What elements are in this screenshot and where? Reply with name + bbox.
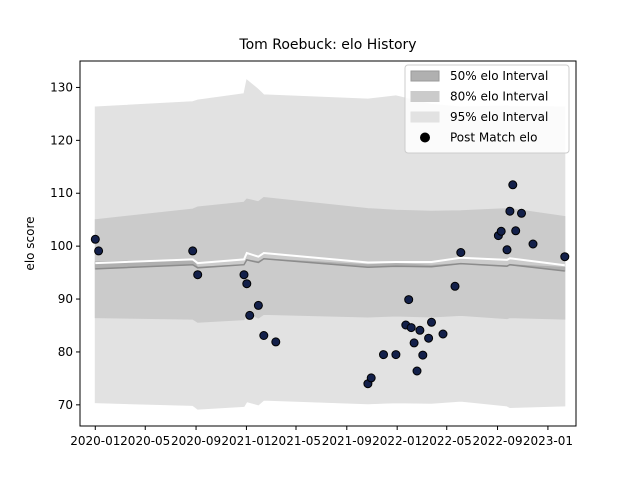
interval-lines [95, 251, 565, 272]
band-lower-line [95, 258, 565, 272]
x-tick-label: 2021-05 [271, 434, 321, 448]
x-tick-label: 2023-01 [523, 434, 573, 448]
legend-swatch [410, 70, 440, 82]
post-match-elo-point [424, 333, 434, 343]
axes-frame [79, 60, 577, 427]
post-match-elo-point [253, 300, 263, 310]
post-match-elo-point [427, 317, 436, 327]
post-match-elo-point [90, 234, 100, 244]
post-match-elo-point [271, 337, 281, 347]
post-match-elo-point [508, 180, 518, 190]
post-match-elo-point [379, 350, 388, 360]
post-match-elo-point [496, 226, 506, 236]
y-axis-title: elo score [23, 216, 37, 270]
post-match-elo-point [450, 281, 460, 291]
post-match-elo-point [438, 329, 448, 339]
post-match-elo-point [418, 350, 428, 360]
post-match-elo-point [366, 373, 376, 383]
post-match-elo-point [404, 295, 414, 305]
post-match-elo-point [245, 310, 255, 320]
median-elo-line [95, 251, 565, 267]
x-tick-label: 2021-01 [221, 434, 271, 448]
post-match-elo-point [239, 270, 249, 280]
legend-marker [420, 132, 430, 143]
legend-box [404, 64, 570, 154]
legend-label: Post Match elo [450, 131, 537, 145]
x-tick-label: 2022-05 [422, 434, 472, 448]
post-match-elo-point [456, 248, 466, 257]
y-tick-label: 130 [50, 80, 73, 94]
x-tick-label: 2022-01 [372, 434, 422, 448]
post-match-elo-point [406, 323, 416, 333]
y-tick-label: 80 [58, 345, 73, 359]
x-tick-label: 2022-09 [472, 434, 522, 448]
plot-area [79, 60, 577, 427]
post-match-elo-point [502, 245, 512, 255]
y-tick-label: 70 [58, 398, 73, 412]
post-match-elo-point [193, 270, 203, 280]
chart-title: Tom Roebuck: elo History [238, 37, 416, 53]
y-tick-label: 100 [50, 239, 73, 253]
post-match-elo-point [528, 239, 538, 249]
post-match-elo-point [505, 206, 515, 216]
post-match-elo-point [511, 226, 521, 236]
legend-swatch [410, 111, 440, 123]
x-tick-label: 2020-09 [171, 434, 221, 448]
post-match-elo-point [517, 208, 526, 218]
x-tick-label: 2020-05 [120, 434, 170, 448]
post-match-elo-point [188, 246, 198, 256]
y-tick-label: 120 [50, 133, 73, 147]
post-match-elo-point [391, 350, 401, 360]
post-match-elo-point [412, 366, 422, 376]
legend-label: 95% elo Interval [450, 110, 548, 124]
post-match-elo-point [242, 279, 252, 289]
post-match-points [90, 180, 570, 389]
post-match-elo-point [409, 338, 419, 348]
y-tick-label: 110 [50, 186, 73, 200]
post-match-elo-point [94, 246, 104, 256]
post-match-elo-point [259, 331, 269, 340]
post-match-elo-point [560, 252, 570, 262]
legend-label: 80% elo Interval [450, 90, 548, 104]
legend-swatch [410, 91, 440, 102]
x-tick-label: 2020-01 [70, 434, 120, 448]
y-axis-ticks: 70 80 90 100 110 120 130 [50, 80, 80, 412]
post-match-elo-point [415, 325, 425, 335]
x-tick-label: 2021-09 [322, 434, 372, 448]
x-axis-ticks: 2020-01 2020-05 2020-09 2021-01 2021-05 2021-… [70, 426, 573, 448]
legend: 50% elo Interval 80% elo Interval 95% elo … [404, 64, 570, 154]
y-tick-label: 90 [58, 292, 73, 306]
legend-label: 50% elo Interval [450, 69, 548, 83]
